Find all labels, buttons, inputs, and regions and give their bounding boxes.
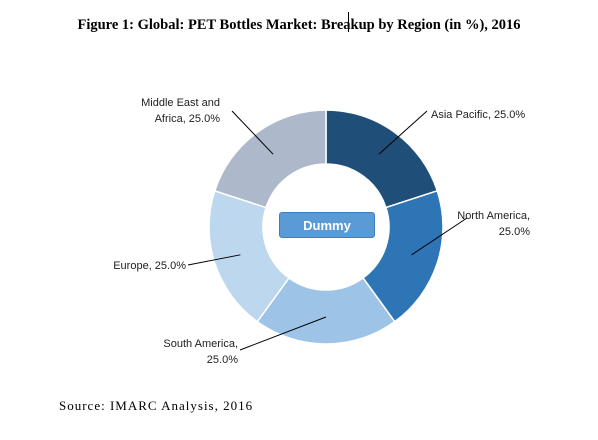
leader-line [239, 316, 327, 351]
dummy-badge: Dummy [279, 212, 375, 238]
data-label: Europe, 25.0% [113, 260, 186, 272]
leader-line [187, 254, 241, 266]
source-note: Source: IMARC Analysis, 2016 [59, 398, 254, 413]
data-label: Middle East and Africa, 25.0% [141, 97, 220, 125]
leader-line [231, 110, 274, 155]
leader-line [411, 217, 468, 256]
slice-asia-pacific [325, 109, 439, 209]
slice-south-america [256, 276, 396, 345]
slice-europe [208, 189, 291, 323]
data-label: North America, 25.0% [457, 210, 530, 238]
slice-north-america [361, 189, 444, 323]
data-label: South America, 25.0% [163, 338, 238, 366]
slice-middle-east-and-africa [213, 109, 327, 209]
leader-line [378, 110, 428, 155]
chart-title: Figure 1: Global: PET Bottles Market: Br… [77, 17, 521, 33]
data-label: Asia Pacific, 25.0% [431, 109, 525, 121]
text-cursor [348, 12, 349, 32]
